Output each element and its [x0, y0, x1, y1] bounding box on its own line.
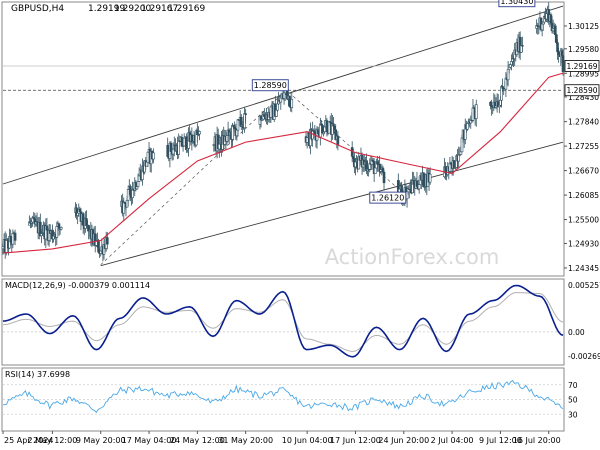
annotation-box — [251, 79, 289, 92]
candle-body — [561, 55, 565, 72]
watermark: ActionForex.com — [325, 245, 500, 269]
level-tag-text: 1.28590 — [566, 86, 597, 95]
macd-panel-frame — [1, 278, 565, 366]
candles — [1, 2, 565, 262]
level-tag-box — [564, 84, 600, 97]
candle-body — [422, 172, 425, 188]
candle-body — [129, 186, 132, 195]
macd-layer — [2, 284, 564, 358]
x-tick-label-3: 17 May 04:00 — [122, 436, 177, 445]
candle-body — [177, 140, 180, 155]
candle-body — [11, 232, 15, 245]
candle-body — [152, 152, 155, 160]
price-layer: 1.30430 1.28590 1.26120 — [1, 0, 565, 267]
macd-y-label-0: 0.005257 — [568, 281, 600, 290]
candle-body — [59, 227, 63, 230]
price-annotation-2: 1.26120 — [369, 191, 407, 204]
price-y-label-0: 1.30125 — [568, 22, 599, 31]
dashed-connector-line — [100, 89, 405, 266]
rsi-layer — [3, 379, 564, 415]
last-price-tag: 1.29169 — [564, 60, 600, 72]
level-tag: 1.28590 — [564, 84, 600, 97]
price-annotation-0: 1.30430 — [498, 0, 536, 8]
candle-body — [319, 123, 322, 138]
price-y-label-10: 1.24345 — [568, 264, 599, 273]
price-annotation-1: 1.28590 — [251, 79, 289, 92]
moving-average-line — [2, 72, 564, 254]
price-panel-frame — [1, 1, 565, 277]
x-tick-label-7: 17 Jun 12:00 — [330, 436, 381, 445]
candle-body — [428, 173, 432, 183]
x-tick-label-8: 24 Jun 20:00 — [378, 436, 429, 445]
rsi-y-label-2: 30 — [568, 410, 578, 419]
annotation-label: 1.26120 — [371, 194, 404, 203]
x-tick-label-0: 25 Apr 2024 — [4, 436, 53, 445]
rsi-panel-frame — [1, 367, 565, 432]
header-open: 1.29199 — [88, 4, 125, 14]
header-symbol: GBPUSD,H4 — [11, 4, 64, 14]
price-y-label-5: 1.27255 — [568, 142, 599, 151]
x-tick-label-6: 10 Jun 04:00 — [282, 436, 333, 445]
candle-body — [106, 237, 109, 245]
header-close: 1.29169 — [168, 4, 205, 14]
macd-title: MACD(12,26,9) -0.000379 0.001114 — [5, 281, 150, 290]
candle-body — [336, 135, 340, 145]
macd-signal-line — [2, 292, 564, 352]
price-y-label-9: 1.24930 — [568, 239, 599, 248]
candle-body — [57, 223, 61, 229]
x-tick-label-2: 9 May 20:00 — [76, 436, 126, 445]
macd-y-label-2: -0.00269 — [568, 352, 600, 361]
header-low: 1.29167 — [141, 4, 178, 14]
annotation-label: 1.30430 — [500, 0, 533, 6]
x-tick-label-10: 9 Jul 12:00 — [479, 436, 522, 445]
x-tick-label-9: 2 Jul 04:00 — [431, 436, 474, 445]
candle-body — [244, 113, 247, 115]
candle-body — [136, 181, 140, 187]
price-y-label-4: 1.27840 — [568, 118, 599, 127]
candle-body — [521, 45, 524, 47]
candle-body — [373, 167, 377, 174]
x-tick-label-1: 2 May 12:00 — [28, 436, 78, 445]
rsi-title: RSI(14) 37.6998 — [5, 370, 70, 379]
last-price-tag-box — [564, 60, 600, 72]
price-y-label-8: 1.25500 — [568, 216, 599, 225]
annotation-label: 1.28590 — [254, 81, 287, 90]
price-y-label-1: 1.29580 — [568, 45, 599, 54]
macd-line — [2, 284, 564, 358]
macd-y-label-1: 0.00 — [568, 328, 585, 337]
channel-lower-line — [100, 141, 564, 267]
price-y-label-3: 1.28430 — [568, 93, 599, 102]
candle-body — [13, 232, 17, 241]
candle-body — [279, 97, 283, 103]
price-y-label-6: 1.26670 — [568, 167, 599, 176]
candle-body — [474, 104, 478, 119]
x-tick-label-4: 24 May 12:00 — [170, 436, 225, 445]
rsi-y-label-1: 50 — [568, 396, 578, 405]
candle-body — [554, 25, 557, 36]
annotation-box — [369, 191, 407, 204]
x-tick-label-5: 31 May 20:00 — [218, 436, 273, 445]
rsi-y-label-0: 70 — [568, 381, 578, 390]
price-y-label-2: 1.28995 — [568, 69, 599, 78]
rsi-line — [3, 379, 564, 414]
last-price-tag-text: 1.29169 — [566, 62, 597, 71]
candle-body — [382, 171, 386, 184]
candle-body — [290, 99, 294, 108]
candle-body — [198, 131, 201, 135]
price-y-label-7: 1.26085 — [568, 191, 599, 200]
x-tick-label-11: 16 Jul 20:00 — [513, 436, 561, 445]
annotation-box — [498, 0, 536, 8]
candle-body — [417, 184, 421, 190]
price-header: GBPUSD,H4 1.29199 1.29200 1.29167 1.2916… — [11, 4, 205, 14]
header-high: 1.29200 — [114, 4, 151, 14]
